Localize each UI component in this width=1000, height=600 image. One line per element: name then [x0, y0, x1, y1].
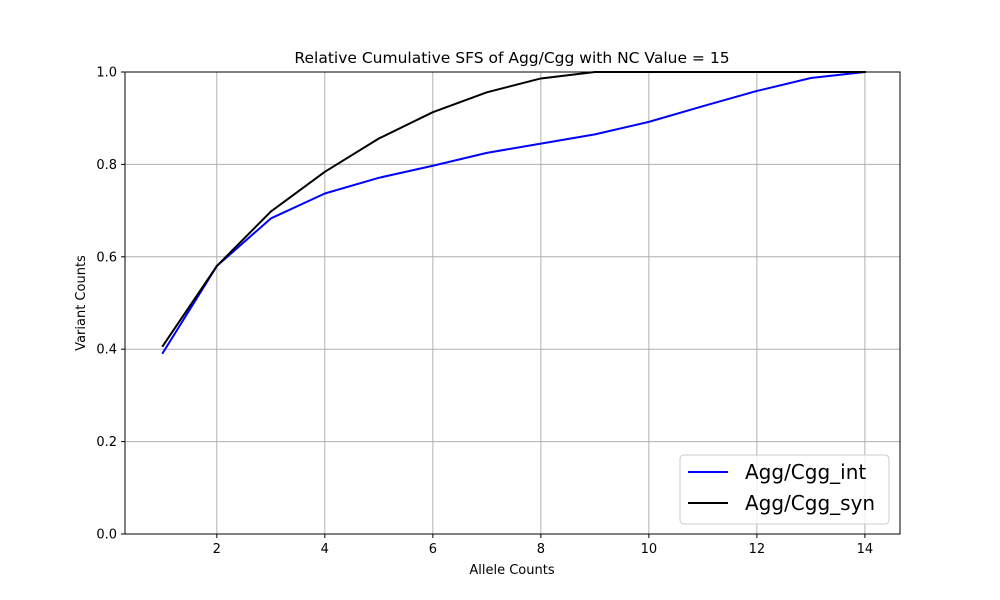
legend: Agg/Cgg_int Agg/Cgg_syn — [679, 454, 890, 525]
x-tick-label: 6 — [429, 542, 437, 557]
legend-label-agg-cgg-int: Agg/Cgg_int — [745, 460, 866, 484]
y-tick-label: 0.0 — [96, 528, 117, 543]
x-tick-label: 12 — [749, 542, 766, 557]
axis-ticks: 2 4 6 8 10 12 14 0.0 0.2 0.4 0.6 0.8 1.0 — [96, 66, 873, 558]
chart-title: Relative Cumulative SFS of Agg/Cgg with … — [294, 49, 729, 67]
y-tick-label: 1.0 — [96, 66, 117, 81]
x-tick-label: 8 — [537, 542, 545, 557]
x-tick-label: 14 — [857, 542, 874, 557]
x-tick-label: 4 — [321, 542, 329, 557]
y-tick-label: 0.8 — [96, 158, 117, 173]
legend-label-agg-cgg-syn: Agg/Cgg_syn — [745, 491, 875, 515]
y-axis-label: Variant Counts — [74, 255, 89, 351]
series-line-agg-cgg-int — [161, 70, 866, 355]
x-tick-label: 2 — [213, 542, 221, 557]
plot-frame — [124, 71, 901, 535]
x-tick-label: 10 — [641, 542, 658, 557]
y-tick-label: 0.2 — [96, 435, 117, 450]
x-axis-label: Allele Counts — [469, 563, 554, 578]
y-tick-label: 0.6 — [96, 250, 117, 265]
legend-box — [679, 454, 890, 525]
y-tick-label: 0.4 — [96, 343, 117, 358]
